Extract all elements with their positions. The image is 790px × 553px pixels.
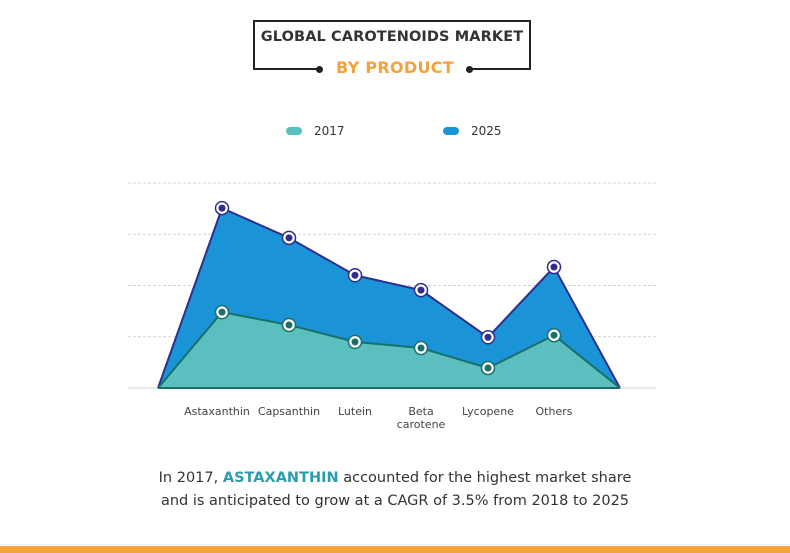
marker-dot-2025-2 <box>351 271 359 279</box>
marker-dot-2017-4 <box>484 364 492 372</box>
x-tick-label-line: Capsanthin <box>257 405 321 418</box>
marker-dot-2025-0 <box>218 204 226 212</box>
bottom-accent-bar <box>0 546 790 553</box>
marker-dot-2025-4 <box>484 333 492 341</box>
title-frame <box>253 20 531 70</box>
chart-subtitle: BY PRODUCT <box>335 58 455 77</box>
x-tick-label: Lycopene <box>448 405 528 418</box>
marker-dot-2017-3 <box>417 344 425 352</box>
marker-dot-2025-5 <box>550 263 558 271</box>
title-dot-left <box>316 66 323 73</box>
x-tick-label-line: Beta <box>408 405 434 418</box>
marker-dot-2025-1 <box>285 234 293 242</box>
marker-dot-2025-3 <box>417 286 425 294</box>
x-tick-label-line: Lutein <box>337 405 372 418</box>
legend-label-2017: 2017 <box>314 124 345 138</box>
footer-note: In 2017, ASTAXANTHIN accounted for the h… <box>100 467 690 513</box>
title-frame-line-left <box>253 68 319 70</box>
x-tick-label: Others <box>514 405 594 418</box>
footer-line-1: In 2017, ASTAXANTHIN accounted for the h… <box>100 467 690 490</box>
footer-prefix: In 2017, <box>158 470 219 486</box>
area-2017 <box>158 312 620 388</box>
x-tick-label: Beta carotene <box>381 405 461 431</box>
legend-item-2025: 2025 <box>443 124 502 138</box>
x-tick-label-line: carotene <box>396 418 446 431</box>
x-tick-label: Astaxanthin <box>177 405 257 418</box>
legend-swatch-2025 <box>443 127 459 135</box>
x-tick-label-line: Astaxanthin <box>184 405 250 418</box>
legend-swatch-2017 <box>286 127 302 135</box>
marker-dot-2017-2 <box>351 338 359 346</box>
chart-title: GLOBAL CAROTENOIDS MARKET <box>260 29 524 45</box>
x-tick-label: Lutein <box>315 405 395 418</box>
footer-suffix: accounted for the highest market share <box>343 470 632 486</box>
bottom-divider <box>0 544 790 545</box>
marker-dot-2017-1 <box>285 321 293 329</box>
line-2017 <box>157 311 621 389</box>
footer-line-2: and is anticipated to grow at a CAGR of … <box>160 493 630 509</box>
marker-dot-2017-0 <box>218 308 226 316</box>
line-2025 <box>157 207 621 389</box>
footer-highlight: ASTAXANTHIN <box>222 470 339 486</box>
x-tick-label-line: Others <box>535 405 573 418</box>
marker-dot-2017-5 <box>550 331 558 339</box>
legend-item-2017: 2017 <box>286 124 345 138</box>
x-tick-label-line: Lycopene <box>462 405 514 418</box>
legend-label-2025: 2025 <box>471 124 502 138</box>
title-frame-line-right <box>468 68 531 70</box>
x-tick-label: Capsanthin <box>249 405 329 418</box>
